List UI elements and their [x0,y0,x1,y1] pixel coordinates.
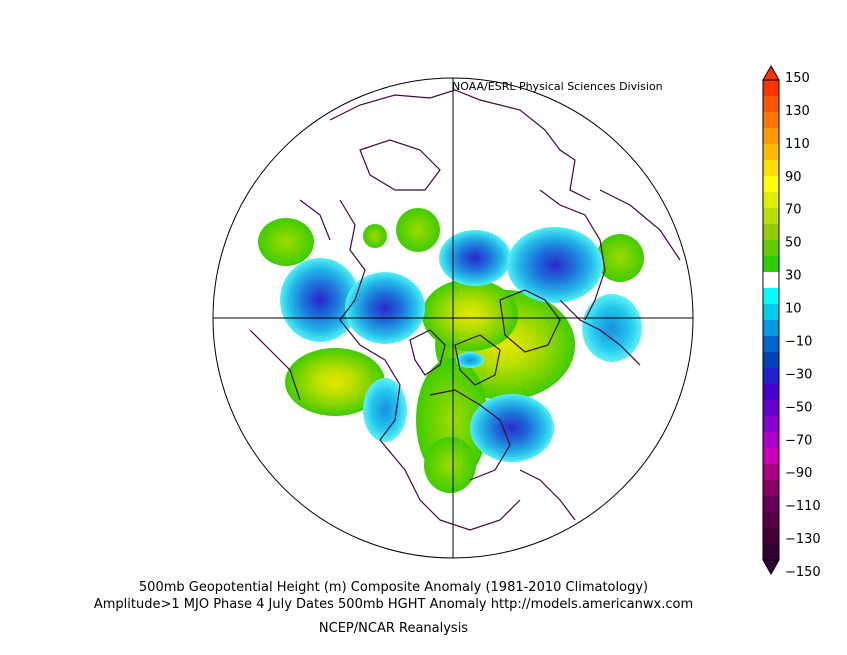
colorbar-label: 30 [785,269,802,284]
colorbar-swatch [763,416,779,433]
colorbar-label: −110 [785,499,821,514]
colorbar-swatch [763,96,779,113]
colorbar-swatch [763,80,779,97]
polar-map [212,77,694,559]
negative-anomaly [345,272,425,344]
colorbar-swatch [763,112,779,129]
colorbar-label: 50 [785,236,802,251]
colorbar-label: −30 [785,367,812,382]
anomaly-fields [249,89,681,531]
colorbar-swatch [763,336,779,353]
colorbar-swatch [763,512,779,529]
colorbar-swatch [763,224,779,241]
colorbar-label: 70 [785,203,802,218]
colorbar-label: −130 [785,532,821,547]
negative-anomaly [470,394,554,462]
colorbar-swatch [763,272,779,289]
negative-anomaly [582,294,642,362]
negative-anomaly [507,227,603,303]
colorbar-swatch [763,432,779,449]
colorbar-swatch [763,496,779,513]
positive-anomaly [424,437,476,493]
colorbar: 150 130 110 90 70 50 30 10 −10 −30 −50 −70 −90 −110 −1… [762,64,821,580]
data-source: NCEP/NCAR Reanalysis [318,621,469,636]
negative-anomaly [280,258,360,342]
colorbar-swatch [763,384,779,401]
colorbar-swatch [763,368,779,385]
positive-anomaly [285,348,385,416]
map-title: 500mb Geopotential Height (m) Composite … [138,580,649,595]
colorbar-swatch [763,240,779,257]
colorbar-swatch [763,352,779,369]
positive-anomaly [596,234,644,282]
negative-anomaly [439,230,511,286]
colorbar-label: −50 [785,400,812,415]
colorbar-swatch [763,256,779,273]
colorbar-swatch [763,208,779,225]
colorbar-swatch [763,320,779,337]
negative-anomaly [456,352,484,368]
colorbar-label: −90 [785,466,812,481]
colorbar-frame [762,79,780,561]
colorbar-label: −10 [785,334,812,349]
colorbar-swatch [763,144,779,161]
colorbar-label: 130 [785,104,810,119]
map-subtitle: Amplitude>1 MJO Phase 4 July Dates 500mb… [93,597,694,612]
positive-anomaly [258,218,314,266]
colorbar-label: 90 [785,170,802,185]
colorbar-label: 110 [785,137,810,152]
data-credit: NOAA/ESRL Physical Sciences Division [452,80,663,93]
colorbar-label: −150 [785,565,821,580]
colorbar-max-arrow [762,64,780,81]
positive-anomaly [396,208,440,252]
colorbar-label: 10 [785,302,802,317]
colorbar-swatch [763,304,779,321]
colorbar-swatch [763,400,779,417]
coastlines [249,89,681,531]
colorbar-label: −70 [785,433,812,448]
colorbar-swatch [763,544,779,561]
colorbar-swatch [763,288,779,305]
colorbar-swatch [763,464,779,481]
colorbar-swatch [763,192,779,209]
negative-anomaly [363,378,407,442]
colorbar-swatch [763,480,779,497]
colorbar-swatch [763,528,779,545]
colorbar-swatch [763,128,779,145]
positive-anomaly [363,224,387,248]
colorbar-min-arrow [762,559,780,576]
colorbar-swatch [763,448,779,465]
positive-anomaly [422,279,518,351]
colorbar-swatch [763,160,779,177]
colorbar-swatch [763,176,779,193]
colorbar-label: 150 [785,71,810,86]
